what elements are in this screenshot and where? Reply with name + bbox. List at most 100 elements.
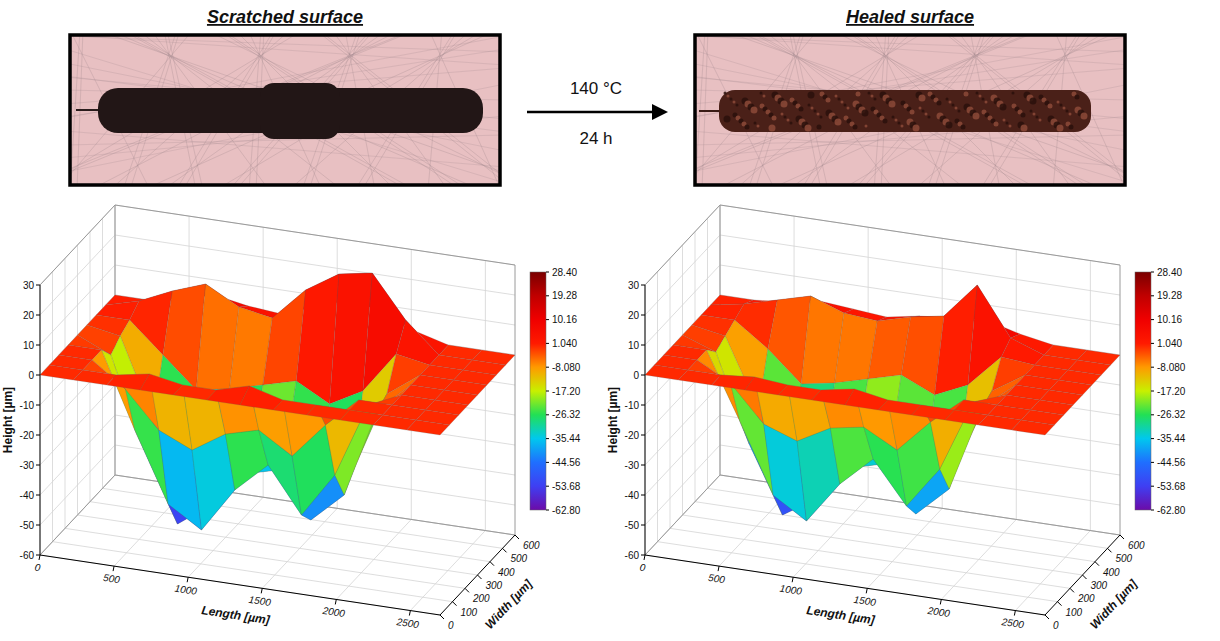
healed-texture xyxy=(1057,101,1060,104)
healed-texture xyxy=(913,125,920,132)
arrow-label: 140 °C xyxy=(570,79,622,98)
tick-label: -40 xyxy=(625,490,640,501)
photo-scratch-line xyxy=(695,131,1125,167)
tick-label: -10 xyxy=(625,400,640,411)
colorbar-label: -44.56 xyxy=(1157,457,1186,468)
healed-texture xyxy=(763,95,766,98)
healed-texture xyxy=(1063,107,1066,110)
photo-scratch-line xyxy=(695,63,1125,151)
tick-label: 500 xyxy=(103,572,122,585)
tick xyxy=(36,285,40,286)
tick-label: 20 xyxy=(628,310,640,321)
tick xyxy=(36,375,40,376)
healed-texture xyxy=(820,116,823,119)
box-edge xyxy=(40,475,115,555)
photo-scratch-line xyxy=(695,36,1125,52)
axis-line xyxy=(40,285,41,555)
healed-texture xyxy=(868,92,871,95)
photo-scratch-line xyxy=(695,35,1125,65)
tick-label: -40 xyxy=(20,490,35,501)
healed-texture xyxy=(1006,122,1009,125)
tick-label: -20 xyxy=(625,430,640,441)
tick xyxy=(36,345,40,346)
tick-label: 0 xyxy=(1053,620,1059,631)
grid-line xyxy=(40,385,115,465)
grid-line xyxy=(78,515,478,575)
healed-texture xyxy=(727,95,730,98)
healed-texture xyxy=(805,125,812,132)
grid-line xyxy=(720,205,1120,265)
surface-cell xyxy=(240,386,283,410)
tick-label: -50 xyxy=(625,520,640,531)
tick xyxy=(36,525,40,526)
grid-line xyxy=(40,235,115,315)
tick-label: 100 xyxy=(1066,607,1083,618)
box-edge xyxy=(1120,265,1121,535)
healed-texture xyxy=(1012,92,1015,95)
box-edge xyxy=(115,205,515,265)
healed-texture xyxy=(1048,104,1053,109)
grid-line xyxy=(645,415,720,495)
grid-line xyxy=(65,258,66,528)
healed-texture xyxy=(892,116,895,119)
healed-texture xyxy=(844,104,847,107)
healed-texture xyxy=(982,98,985,101)
tick xyxy=(409,611,410,616)
colorbar-strip xyxy=(1135,272,1151,510)
colorbar-tick xyxy=(546,343,549,344)
canvas-svg: Scratched surfaceHealed surface140 °C24 … xyxy=(0,0,1220,641)
grid-line xyxy=(657,272,658,542)
healed-texture xyxy=(817,113,820,116)
healed-texture xyxy=(862,110,869,117)
tick xyxy=(866,588,867,593)
tick xyxy=(465,588,469,592)
colorbar-tick xyxy=(1151,462,1154,463)
healed-texture xyxy=(745,125,750,130)
grid-line xyxy=(645,205,720,285)
healed-texture xyxy=(1003,119,1006,122)
colorbar-tick xyxy=(546,295,549,296)
healed-texture xyxy=(1033,113,1036,116)
grid-line xyxy=(645,235,720,315)
tick xyxy=(641,405,645,406)
colorbar-tick xyxy=(1151,343,1154,344)
grid-line xyxy=(53,542,453,602)
healed-texture xyxy=(1000,104,1007,111)
tick xyxy=(36,495,40,496)
tick xyxy=(644,555,645,560)
photo-title: Scratched surface xyxy=(207,7,363,27)
healed-texture xyxy=(733,101,736,104)
tick-label: 0 xyxy=(633,370,639,381)
healed-texture xyxy=(730,98,733,101)
colorbar: 28.4019.2810.161.040-8.080-17.20-26.32-3… xyxy=(530,267,581,516)
tick-label: 500 xyxy=(511,553,528,564)
photo-content xyxy=(695,35,1125,185)
healed-texture xyxy=(949,101,952,104)
tick-label: 2000 xyxy=(321,605,346,619)
colorbar-tick xyxy=(1151,295,1154,296)
surface-cell xyxy=(1012,420,1055,435)
surface-mesh xyxy=(40,273,515,530)
healed-texture xyxy=(736,104,739,107)
axis-title: Length [µm] xyxy=(805,603,876,627)
tick xyxy=(490,562,494,566)
grid-line xyxy=(720,235,1120,295)
tick xyxy=(515,535,519,539)
tick xyxy=(261,588,262,593)
tick-label: 30 xyxy=(628,280,640,291)
healed-texture xyxy=(946,122,953,129)
photo-frame xyxy=(695,35,1125,185)
tick-label: 2500 xyxy=(1000,616,1025,630)
healed-texture xyxy=(898,122,901,125)
colorbar-label: 19.28 xyxy=(552,290,577,301)
healed-texture xyxy=(1030,110,1033,113)
tick xyxy=(187,577,188,582)
healed-texture xyxy=(784,116,787,119)
tick-label: 10 xyxy=(628,340,640,351)
colorbar-label: -53.68 xyxy=(552,481,581,492)
healed-texture xyxy=(919,95,926,102)
grid-line xyxy=(40,555,440,615)
healed-texture xyxy=(769,125,776,132)
healed-texture xyxy=(955,107,958,110)
photo-scratch-line xyxy=(70,35,500,65)
